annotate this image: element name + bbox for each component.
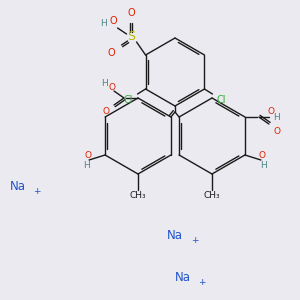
Text: O: O — [128, 8, 135, 18]
Text: O: O — [267, 106, 274, 116]
Text: O: O — [103, 107, 110, 116]
Text: H: H — [100, 80, 107, 88]
Text: O: O — [108, 48, 116, 58]
Text: Na: Na — [175, 271, 190, 284]
Text: Na: Na — [167, 229, 183, 242]
Text: H: H — [100, 19, 107, 28]
Text: H: H — [274, 112, 280, 122]
Text: O: O — [273, 127, 280, 136]
Text: H: H — [260, 160, 267, 169]
Text: O: O — [85, 151, 92, 160]
Text: +: + — [199, 278, 206, 287]
Text: CH₃: CH₃ — [204, 191, 220, 200]
Text: O: O — [109, 82, 116, 91]
Text: O: O — [258, 151, 266, 160]
Text: Cl: Cl — [124, 95, 133, 105]
Text: Na: Na — [10, 179, 26, 193]
Text: S: S — [128, 31, 136, 44]
Text: +: + — [191, 236, 199, 245]
Text: CH₃: CH₃ — [130, 191, 146, 200]
Text: H: H — [83, 160, 89, 169]
Text: Cl: Cl — [217, 95, 226, 105]
Text: O: O — [110, 16, 117, 26]
Text: +: + — [34, 187, 41, 196]
